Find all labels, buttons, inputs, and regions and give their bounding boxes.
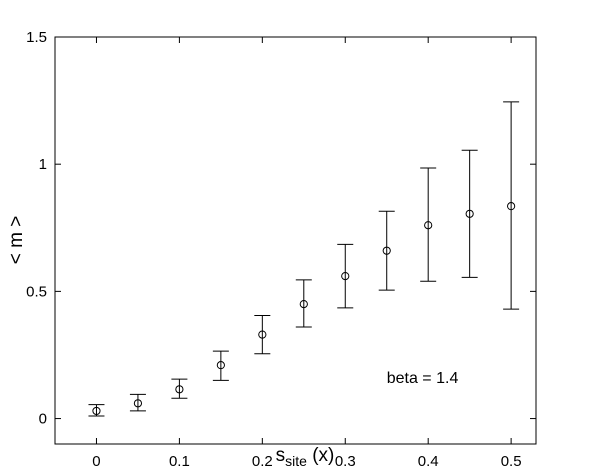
data-point bbox=[258, 330, 267, 339]
data-point bbox=[424, 221, 433, 230]
data-point bbox=[92, 406, 101, 416]
y-tick-label: 1 bbox=[39, 156, 47, 173]
data-point bbox=[465, 209, 474, 218]
data-point bbox=[216, 361, 225, 370]
data-point bbox=[299, 299, 308, 309]
data-point bbox=[175, 385, 184, 394]
y-axis-label: < m > bbox=[6, 216, 27, 265]
x-tick-label: 0.4 bbox=[418, 453, 439, 470]
ticks-layer: 0 0.1 0.2 0.3 0.4 0.5 0 0.5 1 1.5 bbox=[26, 29, 536, 470]
x-tick-label: 0 bbox=[92, 453, 100, 470]
y-tick-label: 1.5 bbox=[26, 29, 47, 46]
x-tick-label: 0.2 bbox=[252, 453, 273, 470]
annotation-layer: beta = 1.4 bbox=[387, 370, 459, 387]
y-tick-label: 0.5 bbox=[26, 283, 47, 300]
x-axis-label: ssite (x) bbox=[276, 445, 335, 469]
x-tick-label: 0.5 bbox=[501, 453, 522, 470]
x-tick-label: 0.1 bbox=[169, 453, 190, 470]
x-axis-label-main: s bbox=[276, 445, 286, 466]
data-layer bbox=[88, 101, 520, 417]
plot-area bbox=[54, 36, 537, 445]
annotation-text: beta = 1.4 bbox=[387, 370, 459, 387]
x-tick-label: 0.3 bbox=[335, 453, 356, 470]
x-axis-label-suffix: (x) bbox=[307, 445, 334, 466]
data-point bbox=[341, 272, 350, 281]
data-point bbox=[382, 246, 391, 255]
data-point bbox=[133, 399, 143, 408]
data-point bbox=[507, 202, 516, 211]
x-axis-label-subscript: site bbox=[285, 453, 307, 469]
y-tick-label: 0 bbox=[39, 411, 47, 428]
